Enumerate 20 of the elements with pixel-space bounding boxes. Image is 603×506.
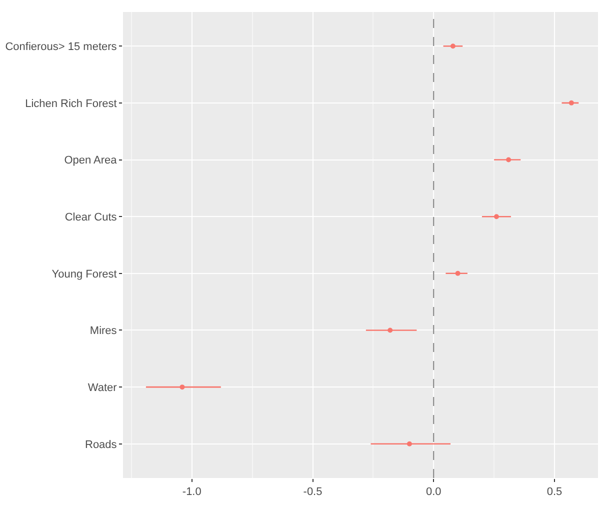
x-tick-label: -1.0: [182, 486, 202, 498]
point: [506, 157, 512, 162]
y-tick-label: Clear Cuts: [64, 211, 118, 224]
y-tick-label: Open Area: [64, 154, 118, 167]
point: [494, 214, 499, 220]
x-tick-label: -0.5: [303, 486, 322, 498]
point: [180, 384, 185, 390]
point: [450, 44, 456, 49]
y-tick-label: Roads: [85, 438, 118, 451]
x-tick-label: 0.5: [546, 486, 562, 498]
y-tick-label: Water: [88, 382, 118, 394]
x-tick-label: 0.0: [426, 486, 442, 498]
y-tick-label: Young Forest: [52, 268, 117, 280]
y-tick-label: Confierous> 15 meters: [5, 40, 118, 53]
y-tick-label: Lichen Rich Forest: [25, 98, 117, 110]
point: [406, 441, 412, 446]
y-tick-label: Mires: [90, 325, 118, 338]
point: [388, 328, 393, 333]
point: [455, 270, 460, 276]
point: [568, 100, 574, 106]
